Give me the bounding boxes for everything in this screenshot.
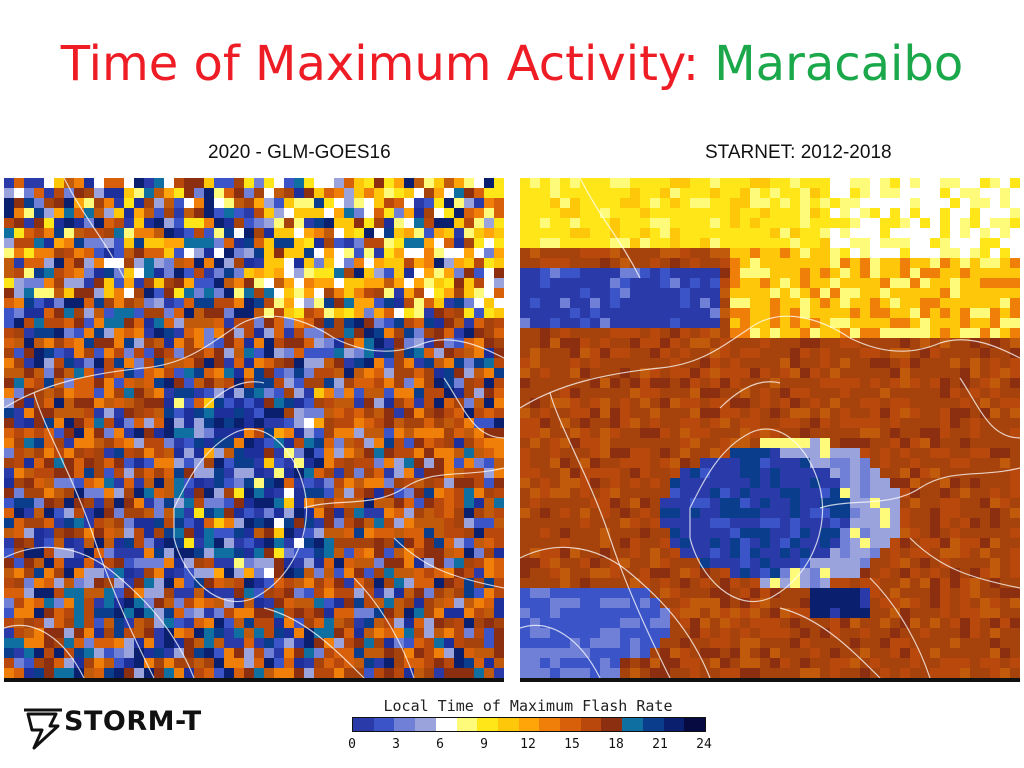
colorbar-ticks: 0 3 6 9 12 15 18 21 24	[348, 737, 712, 757]
colorbar-swatch	[456, 718, 478, 731]
glm-goes16-coastlines	[4, 178, 504, 678]
starnet-coastlines	[520, 178, 1020, 678]
legend-title: Local Time of Maximum Flash Rate	[383, 697, 673, 715]
colorbar-swatch	[663, 718, 685, 731]
panel-divider	[506, 178, 520, 682]
colorbar-tick-label: 0	[348, 737, 356, 752]
colorbar-swatch	[684, 718, 705, 731]
starnet-map	[520, 178, 1020, 682]
colorbar-swatch	[394, 718, 416, 731]
colorbar-tick-label: 18	[608, 737, 624, 752]
colorbar-swatch	[373, 718, 395, 731]
colorbar-tick-label: 6	[436, 737, 444, 752]
logo-text: STORM-T	[64, 706, 202, 737]
storm-t-logo	[24, 708, 62, 750]
panel-label-glm: 2020 - GLM-GOES16	[208, 142, 391, 163]
colorbar-swatch	[560, 718, 581, 731]
colorbar-swatch	[518, 718, 540, 731]
starnet-raster	[520, 178, 1020, 678]
title-part-1: Time of Maximum Activity:	[60, 36, 699, 92]
colorbar-swatch	[601, 718, 623, 731]
colorbar-tick-label: 12	[520, 737, 536, 752]
colorbar-swatch	[642, 718, 664, 731]
colorbar-tick-label: 15	[564, 737, 580, 752]
lightning-cloud-icon	[24, 708, 62, 750]
glm-goes16-map	[4, 178, 504, 682]
panel-label-starnet: STARNET: 2012-2018	[705, 142, 892, 163]
colorbar	[352, 717, 706, 732]
colorbar-swatch	[580, 718, 602, 731]
colorbar-swatch	[477, 718, 498, 731]
colorbar-tick-label: 21	[652, 737, 668, 752]
colorbar-swatch	[539, 718, 561, 731]
colorbar-swatch	[415, 718, 436, 731]
colorbar-tick-label: 3	[392, 737, 400, 752]
colorbar-swatch	[435, 718, 457, 731]
colorbar-tick-label: 24	[696, 737, 712, 752]
colorbar-swatch	[497, 718, 519, 731]
page-title: Time of Maximum Activity: Maracaibo	[0, 36, 1024, 92]
glm-goes16-raster	[4, 178, 504, 678]
colorbar-tick-label: 9	[480, 737, 488, 752]
colorbar-swatch	[622, 718, 643, 731]
colorbar-swatch	[353, 718, 374, 731]
title-part-2: Maracaibo	[714, 36, 964, 92]
